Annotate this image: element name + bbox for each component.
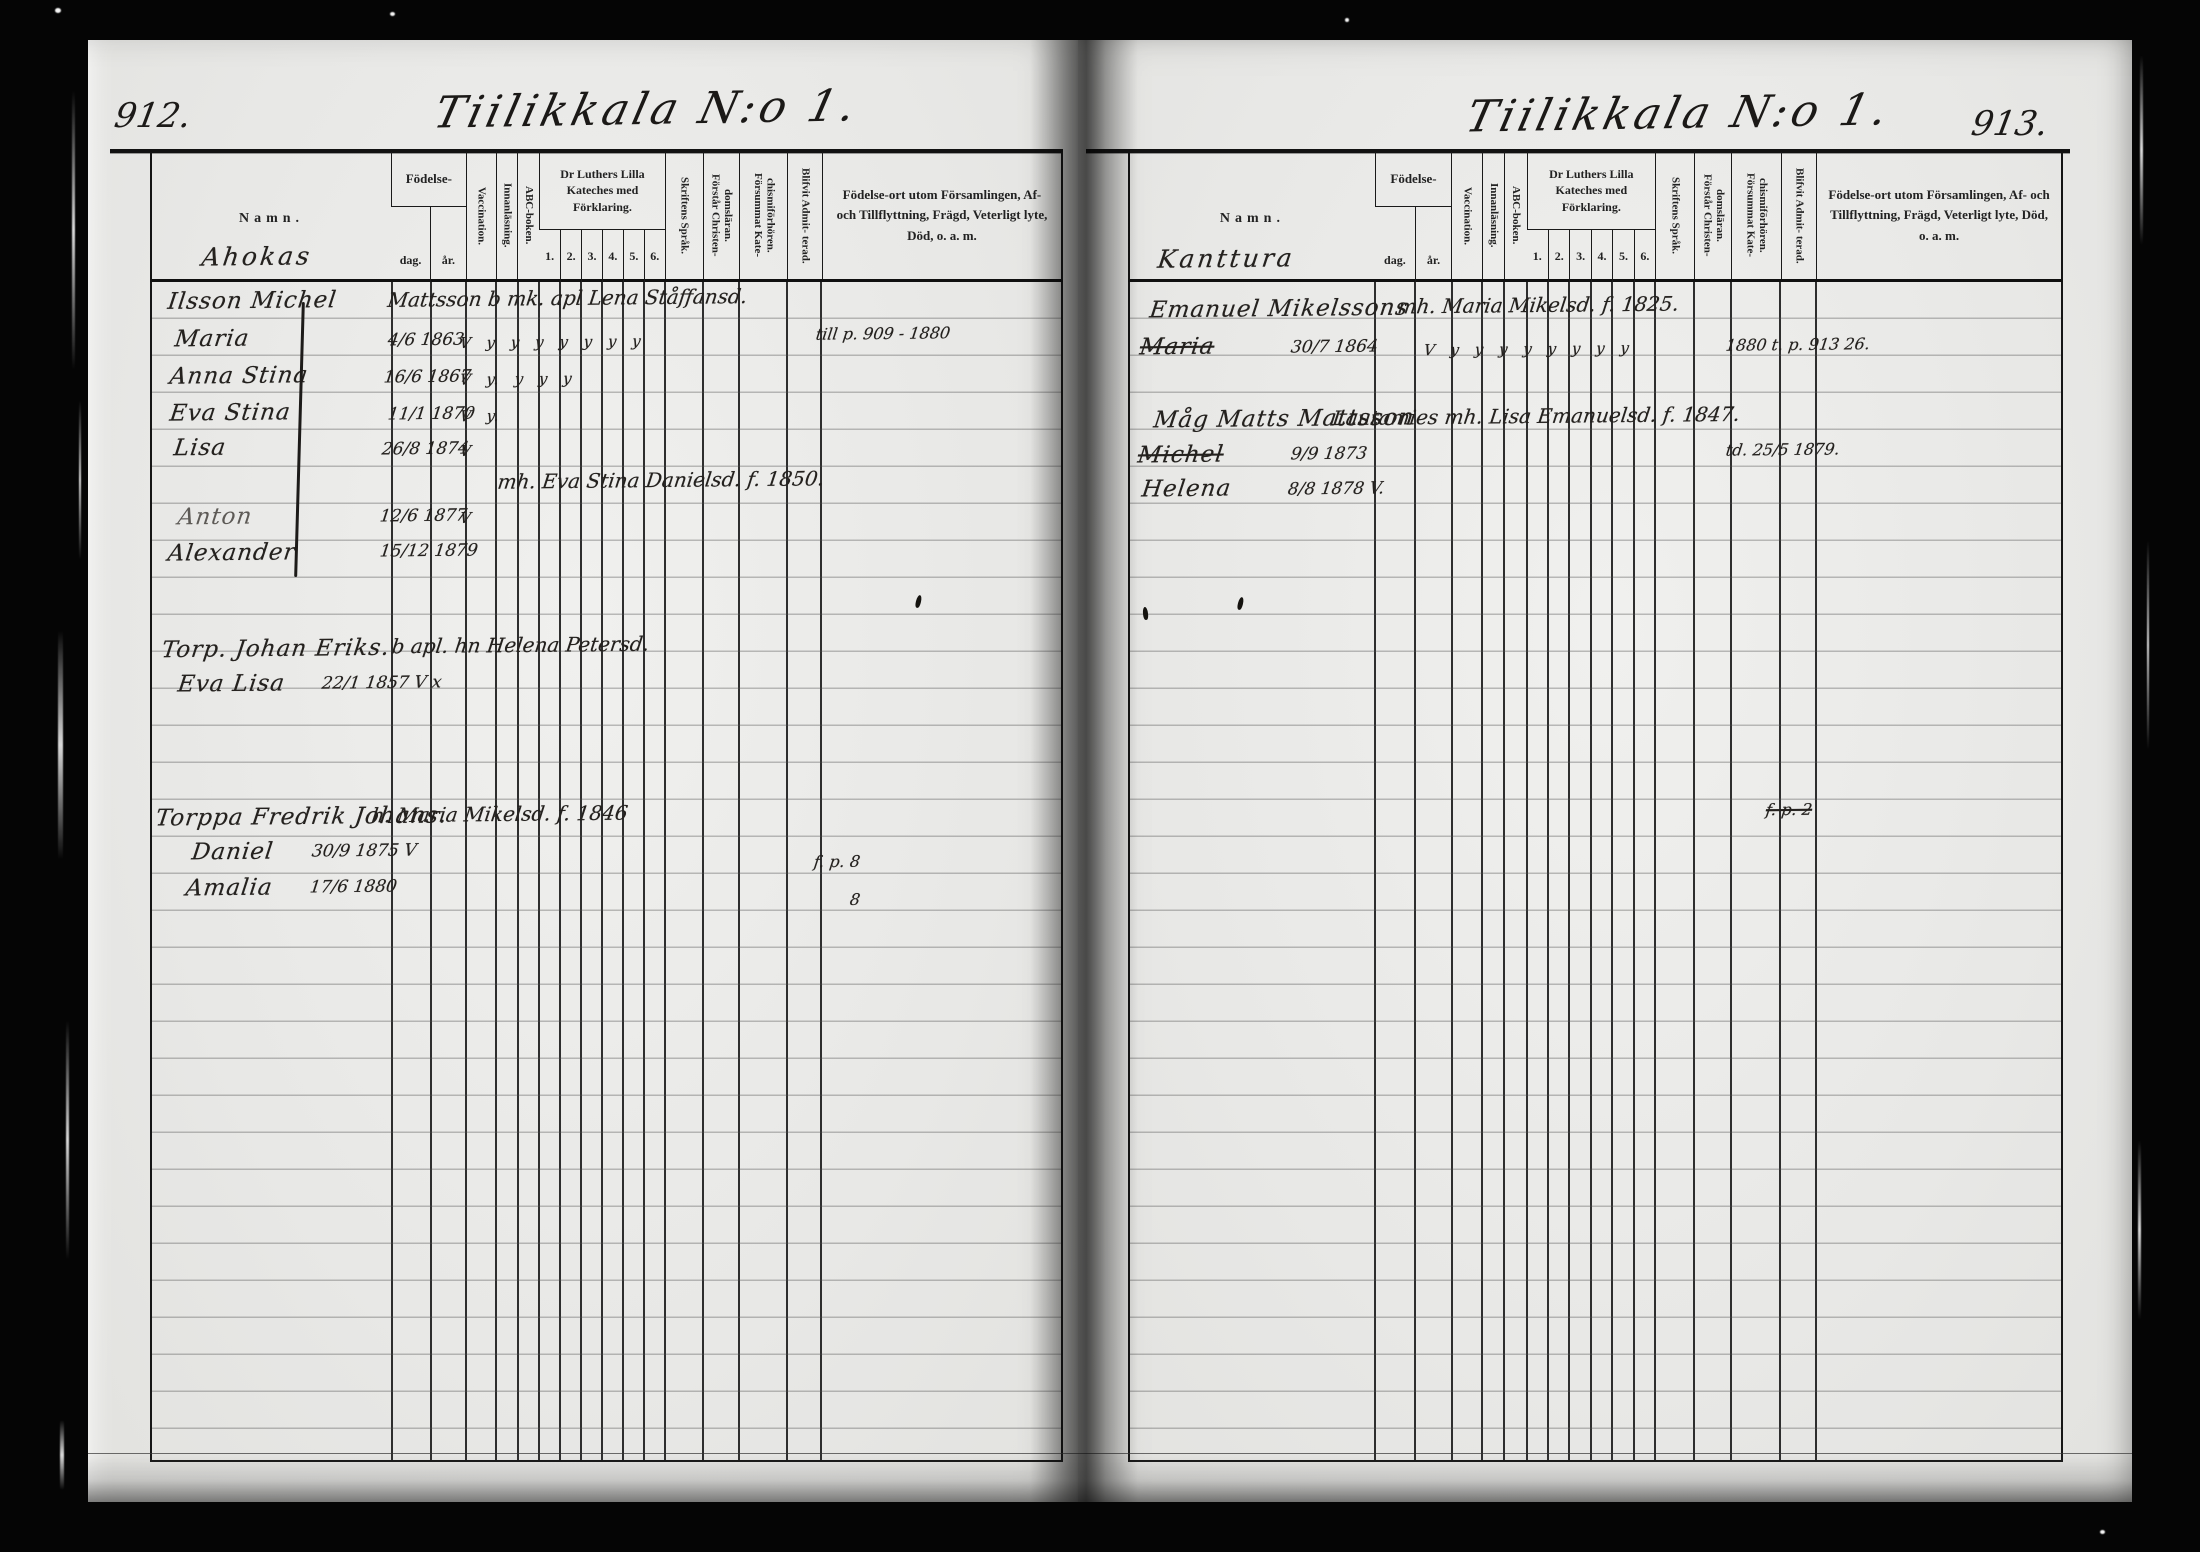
header-cell-fodelseort: Födelse-ort utom Församlingen, Af- och T… xyxy=(1816,152,2061,279)
film-speck xyxy=(1345,18,1349,22)
page-right: Tiilikkala N:o 1. 913. Namn. Födelse- da… xyxy=(1078,40,2132,1502)
header-rule xyxy=(1086,149,2070,153)
header-cell-k3: 3. xyxy=(1569,230,1590,282)
header-cell-k1: 1. xyxy=(1532,248,1542,263)
header-cell-blifvit-admitterad: Blifvit Admit- terad. xyxy=(787,152,822,279)
header-cell-k4: 4. xyxy=(601,230,623,282)
header-cell-forsummat-katechismiforhoren: Försummat Kate- chismiförhören. xyxy=(739,152,787,279)
header-cell-innanlasning: Innanläsning. xyxy=(495,152,518,279)
table-body xyxy=(150,282,1063,1462)
header-cell-k2: 2. xyxy=(560,230,581,282)
film-speck xyxy=(2100,1530,2105,1534)
header-cell-dag: dag. xyxy=(1384,253,1406,267)
header-cell-vaccination: Vaccination. xyxy=(465,152,496,279)
page-title-right: Tiilikkala N:o 1. xyxy=(1461,84,1897,143)
film-scratch xyxy=(2147,540,2149,750)
film-scratch xyxy=(79,400,81,560)
film-scratch xyxy=(66,1020,69,1260)
page-number-right: 913. xyxy=(1968,104,2052,144)
page-number-left: 912. xyxy=(111,96,195,136)
page-bottom-curl xyxy=(1078,1453,2132,1502)
header-cell-k2: 2. xyxy=(1548,230,1569,282)
film-scratch xyxy=(2138,1140,2141,1320)
header-cell-k3: 3. xyxy=(581,230,602,282)
header-cell-k6: 6. xyxy=(1633,230,1655,282)
header-cell-namn: Namn. xyxy=(239,211,305,226)
header-cell-skriftens-sprak: Skriftens Språk. xyxy=(1655,152,1694,279)
header-cell-ar: år. xyxy=(430,207,465,282)
header-cell-abc-boken: ABC-boken. xyxy=(517,152,539,279)
header-cell-blifvit-admitterad: Blifvit Admit- terad. xyxy=(1780,152,1816,279)
film-speck xyxy=(55,8,61,13)
header-cell-abc-boken: ABC-boken. xyxy=(1504,152,1526,279)
table-header: Namn. Födelse- dag. år. Vaccination. Inn… xyxy=(150,152,1063,282)
header-cell-kateches: Dr Luthers Lilla Kateches med Förklaring… xyxy=(1526,152,1656,230)
table-body xyxy=(1128,282,2063,1462)
header-cell-innanlasning: Innanläsning. xyxy=(1481,152,1504,279)
page-title-left: Tiilikkala N:o 1. xyxy=(429,80,865,139)
header-cell-forstar-christendomslaran: Förstår Christen- domsläran. xyxy=(1694,152,1731,279)
header-cell-k5: 5. xyxy=(1612,230,1633,282)
header-cell-dag: dag. xyxy=(399,253,422,267)
header-cell-forstar-christendomslaran: Förstår Christen- domsläran. xyxy=(702,152,739,279)
record-table-left: Namn. Födelse- dag. år. Vaccination. Inn… xyxy=(150,152,1063,1462)
film-scratch xyxy=(60,1420,64,1490)
header-cell-kateches: Dr Luthers Lilla Kateches med Förklaring… xyxy=(539,152,665,230)
record-table-right: Namn. Födelse- dag. år. Vaccination. Inn… xyxy=(1128,152,2063,1462)
film-scratch xyxy=(58,630,63,860)
header-cell-skriftens-sprak: Skriftens Språk. xyxy=(664,152,703,279)
open-register-book: 912. Tiilikkala N:o 1. Namn. Födelse- da… xyxy=(88,40,2132,1502)
page-bottom-curl xyxy=(88,1453,1078,1502)
header-cell-k4: 4. xyxy=(1590,230,1612,282)
header-cell-k1: 1. xyxy=(545,248,555,263)
header-rule xyxy=(110,149,1063,153)
header-cell-forsummat-katechismiforhoren: Försummat Kate- chismiförhören. xyxy=(1731,152,1780,279)
header-cell-fodelse: Födelse- xyxy=(1374,152,1452,207)
film-scratch xyxy=(72,90,75,370)
page-left: 912. Tiilikkala N:o 1. Namn. Födelse- da… xyxy=(88,40,1078,1502)
header-cell-vaccination: Vaccination. xyxy=(1451,152,1482,279)
header-cell-ar: år. xyxy=(1414,207,1451,282)
header-cell-k6: 6. xyxy=(643,230,665,282)
table-header: Namn. Födelse- dag. år. Vaccination. Inn… xyxy=(1128,152,2063,282)
header-cell-fodelse: Födelse- xyxy=(391,152,466,207)
header-cell-namn: Namn. xyxy=(1219,211,1285,226)
header-cell-k5: 5. xyxy=(622,230,644,282)
film-scratch xyxy=(2140,55,2143,245)
film-speck xyxy=(390,12,395,16)
header-cell-fodelseort: Födelse-ort utom Församlingen, Af- och T… xyxy=(821,152,1061,279)
